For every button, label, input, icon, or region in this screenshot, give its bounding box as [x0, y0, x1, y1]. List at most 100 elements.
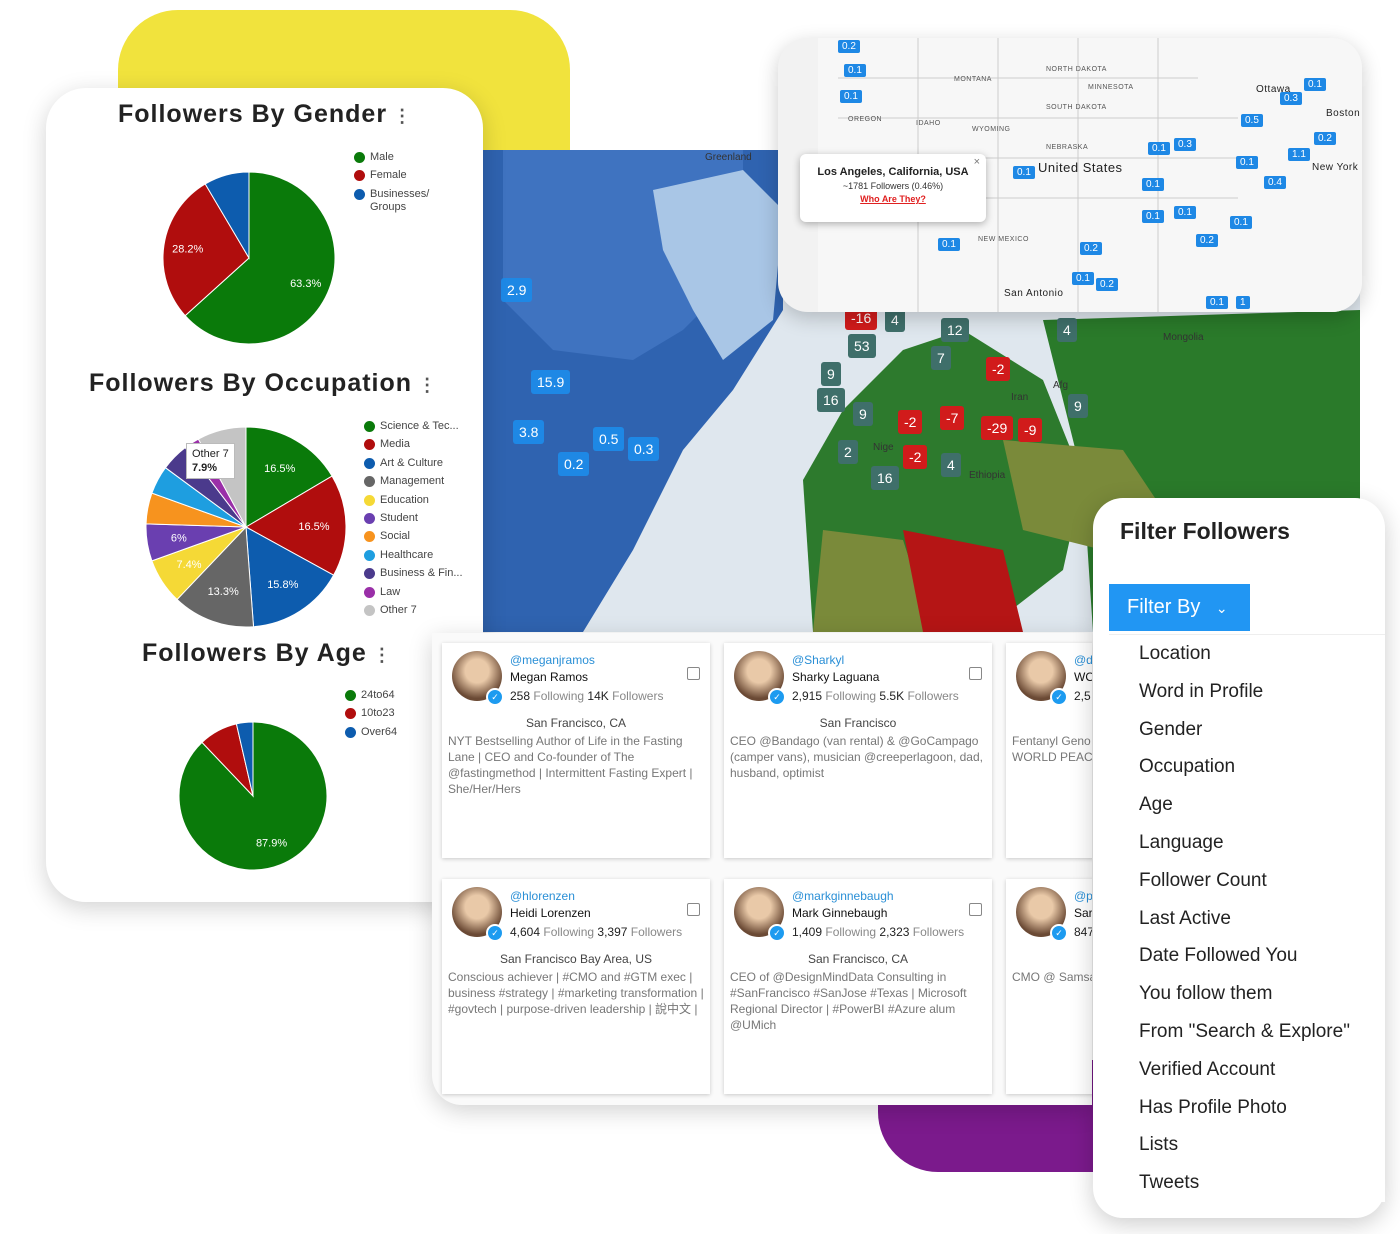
pie-slice-female[interactable] — [163, 183, 250, 317]
follower-card[interactable]: ✓ @Sharkyl Sharky Laguana 2,915 Followin… — [724, 643, 992, 858]
pie-slice-male[interactable] — [184, 172, 335, 344]
map-marker[interactable]: 9 — [1068, 394, 1088, 418]
filter-option[interactable]: Location — [1139, 643, 1211, 664]
legend-item[interactable]: Male — [354, 151, 464, 169]
filter-option[interactable]: Follower Count — [1139, 869, 1267, 891]
filter-option[interactable]: Word in Profile — [1139, 680, 1264, 702]
filter-option[interactable]: Age — [1139, 794, 1173, 816]
map-marker[interactable]: 53 — [848, 334, 876, 358]
who-are-they-link[interactable]: Who Are They? — [860, 194, 926, 204]
filter-by-dropdown[interactable]: Filter By ⌄ — [1109, 584, 1250, 631]
us-follower-map[interactable]: MONTANA NORTH DAKOTA SOUTH DAKOTA MINNESOTA… — [778, 38, 1362, 312]
map-marker[interactable]: 16 — [871, 466, 899, 490]
us-map-marker[interactable]: 1 — [1236, 296, 1250, 309]
filter-option[interactable]: Date Followed You — [1139, 945, 1298, 967]
filter-option[interactable]: From "Search & Explore" — [1139, 1020, 1350, 1042]
legend-item[interactable]: Art & Culture — [364, 457, 479, 475]
user-handle[interactable]: @meganjramos — [510, 653, 595, 667]
us-map-marker[interactable]: 0.1 — [938, 238, 960, 251]
map-marker[interactable]: 4 — [941, 453, 961, 477]
pie-slice-art-culture[interactable] — [245, 526, 335, 627]
select-checkbox[interactable] — [687, 903, 700, 916]
user-handle[interactable]: @markginnebaugh — [792, 889, 894, 903]
us-map-marker[interactable]: 0.1 — [844, 64, 866, 77]
us-map-marker[interactable]: 0.1 — [1206, 296, 1228, 309]
us-map-marker[interactable]: 0.2 — [1096, 278, 1118, 291]
legend-item[interactable]: Healthcare — [364, 549, 479, 567]
map-marker[interactable]: -7 — [940, 406, 965, 430]
filter-option[interactable]: Gender — [1139, 718, 1203, 740]
us-map-marker[interactable]: 0.1 — [1174, 206, 1196, 219]
map-marker[interactable]: -9 — [1018, 418, 1043, 442]
pie-slice-science-tec-[interactable] — [245, 427, 333, 528]
pie-slice-over64[interactable] — [235, 722, 254, 797]
us-map-marker[interactable]: 0.2 — [1080, 242, 1102, 255]
legend-item[interactable]: Other 7 — [364, 604, 479, 622]
filter-option[interactable]: Lists — [1139, 1134, 1179, 1156]
us-map-marker[interactable]: 0.1 — [1142, 210, 1164, 223]
user-handle[interactable]: @hlorenzen — [510, 889, 575, 903]
filter-option[interactable]: Last Active — [1139, 907, 1231, 929]
map-marker[interactable]: -29 — [981, 416, 1014, 440]
map-marker[interactable]: 9 — [821, 362, 841, 386]
more-icon[interactable]: ⋮ — [372, 645, 392, 665]
map-marker[interactable]: 3.8 — [513, 420, 545, 444]
close-icon[interactable]: × — [973, 156, 980, 168]
legend-item[interactable]: Female — [354, 169, 464, 187]
us-map-marker[interactable]: 0.3 — [1280, 92, 1302, 105]
pie-slice-management[interactable] — [176, 525, 255, 627]
filter-option[interactable]: Verified Account — [1139, 1058, 1276, 1080]
legend-item[interactable]: 24to64 — [345, 689, 425, 707]
follower-card[interactable]: ✓ @p Sar 847 Following Followers CMO @ S… — [1006, 879, 1092, 1094]
map-marker[interactable]: -2 — [903, 445, 928, 469]
legend-item[interactable]: 10to23 — [345, 707, 425, 725]
us-map-marker[interactable]: 0.1 — [1142, 178, 1164, 191]
map-marker[interactable]: 0.2 — [558, 452, 590, 476]
map-marker[interactable]: 2.9 — [501, 278, 533, 302]
map-marker[interactable]: 9 — [853, 402, 873, 426]
select-checkbox[interactable] — [969, 903, 982, 916]
filter-option[interactable]: Occupation — [1139, 756, 1236, 778]
select-checkbox[interactable] — [969, 667, 982, 680]
legend-item[interactable]: Education — [364, 494, 479, 512]
legend-item[interactable]: Business & Fin... — [364, 567, 479, 585]
filter-option[interactable]: Has Profile Photo — [1139, 1096, 1287, 1118]
filter-option[interactable]: You follow them — [1139, 983, 1273, 1005]
map-marker[interactable]: 4 — [1057, 318, 1077, 342]
user-handle[interactable]: @d — [1074, 653, 1092, 667]
follower-card[interactable]: ✓ @d WO 2,5 Following Followers S Fentan… — [1006, 643, 1092, 858]
map-marker[interactable]: 0.3 — [628, 437, 660, 461]
us-map-marker[interactable]: 0.1 — [1236, 156, 1258, 169]
map-marker[interactable]: 7 — [931, 346, 951, 370]
map-marker[interactable]: 15.9 — [531, 370, 571, 394]
us-map-marker[interactable]: 0.5 — [1241, 114, 1263, 127]
us-map-marker[interactable]: 0.1 — [1072, 272, 1094, 285]
filter-option[interactable]: Language — [1139, 831, 1224, 853]
legend-item[interactable]: Law — [364, 586, 479, 604]
us-map-marker[interactable]: 0.1 — [1230, 216, 1252, 229]
user-handle[interactable]: @p — [1074, 889, 1092, 903]
map-marker[interactable]: 16 — [817, 388, 845, 412]
more-icon[interactable]: ⋮ — [418, 375, 438, 395]
more-icon[interactable]: ⋮ — [393, 106, 413, 126]
legend-item[interactable]: Social — [364, 530, 479, 548]
map-marker[interactable]: 0.5 — [593, 427, 625, 451]
us-map-marker[interactable]: 0.1 — [840, 90, 862, 103]
us-map-marker[interactable]: 0.2 — [1196, 234, 1218, 247]
filter-option[interactable]: Tweets — [1139, 1172, 1200, 1194]
follower-card[interactable]: ✓ @hlorenzen Heidi Lorenzen 4,604 Follow… — [442, 879, 710, 1094]
pie-slice-media[interactable] — [244, 475, 346, 576]
legend-item[interactable]: Management — [364, 475, 479, 493]
map-marker[interactable]: 4 — [885, 308, 905, 332]
legend-item[interactable]: Businesses/ Groups — [354, 188, 464, 214]
us-map-marker[interactable]: 0.1 — [1304, 78, 1326, 91]
map-marker[interactable]: 2 — [838, 440, 858, 464]
us-map-marker[interactable]: 0.4 — [1264, 176, 1286, 189]
us-map-marker[interactable]: 0.1 — [1148, 142, 1170, 155]
legend-item[interactable]: Media — [364, 438, 479, 456]
us-map-marker[interactable]: 0.3 — [1174, 138, 1196, 151]
user-handle[interactable]: @Sharkyl — [792, 653, 845, 667]
us-map-marker[interactable]: 1.1 — [1288, 148, 1310, 161]
map-marker[interactable]: -2 — [898, 410, 923, 434]
us-map-marker[interactable]: 0.2 — [838, 40, 860, 53]
